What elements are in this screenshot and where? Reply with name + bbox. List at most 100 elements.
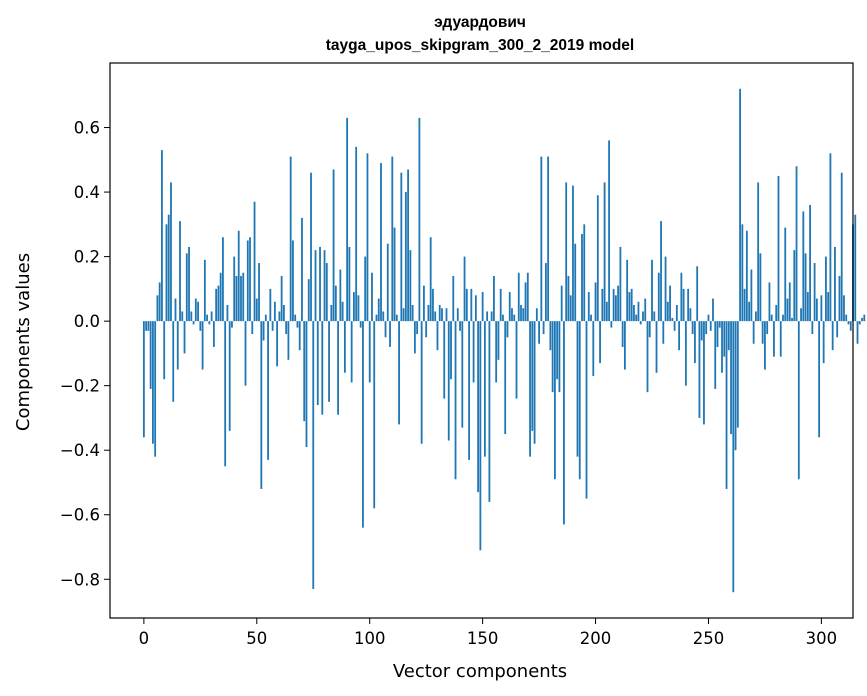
bar: [569, 295, 572, 322]
bar: [249, 237, 251, 322]
bar: [450, 321, 452, 380]
bar: [314, 250, 317, 322]
bar: [486, 311, 489, 322]
bar: [244, 321, 247, 386]
bar: [273, 301, 276, 322]
bar: [845, 314, 848, 322]
bar: [285, 321, 288, 335]
bar: [210, 311, 213, 322]
bar: [809, 204, 811, 322]
bar: [271, 321, 274, 331]
bar: [576, 321, 579, 457]
bar: [768, 282, 771, 322]
bar: [825, 256, 827, 322]
bar: [165, 224, 168, 322]
bar: [488, 321, 491, 502]
bar: [752, 321, 755, 344]
bar: [262, 321, 265, 341]
bar: [675, 305, 678, 322]
x-tick-label: 0: [139, 629, 150, 648]
chart-title-line1: эдуардович: [434, 14, 526, 31]
bar: [206, 314, 209, 322]
bar: [646, 321, 649, 393]
bar: [594, 282, 597, 322]
bar: [185, 253, 188, 322]
bar: [142, 321, 145, 438]
bar: [253, 201, 256, 322]
y-tick-label: 0.6: [74, 119, 100, 138]
bar: [364, 256, 367, 322]
bar: [219, 272, 222, 322]
bar: [840, 172, 843, 322]
bar: [348, 246, 351, 322]
bar: [673, 321, 676, 331]
bar: [258, 263, 260, 322]
bar: [287, 321, 290, 360]
bar: [619, 246, 622, 322]
bar: [269, 288, 272, 322]
bar: [847, 321, 850, 325]
bar: [441, 308, 443, 322]
bar: [684, 321, 687, 386]
bar: [567, 275, 570, 322]
bar: [732, 321, 735, 593]
bar: [689, 308, 692, 322]
bar: [158, 282, 161, 322]
bar: [380, 163, 382, 322]
bar: [779, 321, 782, 357]
bar: [328, 321, 330, 402]
bar: [624, 321, 626, 370]
bar: [788, 282, 791, 322]
bar: [276, 321, 279, 367]
bar: [759, 253, 762, 322]
bar: [766, 321, 769, 335]
bar: [592, 321, 595, 376]
bar: [172, 321, 175, 402]
bar: [718, 321, 721, 328]
bar: [330, 305, 333, 322]
bar: [307, 279, 310, 322]
x-tick-label: 200: [580, 629, 612, 648]
bar: [834, 246, 836, 322]
bar: [653, 311, 656, 322]
bar: [418, 117, 421, 322]
bar: [493, 275, 495, 322]
bar: [416, 321, 419, 335]
bar: [296, 321, 299, 328]
bar: [741, 224, 744, 322]
bar: [517, 272, 520, 322]
bar: [305, 321, 308, 447]
bar: [815, 298, 818, 322]
bar: [321, 321, 324, 415]
bar: [669, 285, 671, 322]
bar: [468, 321, 470, 460]
bar: [820, 295, 823, 322]
bar: [280, 275, 283, 322]
bar: [734, 321, 737, 451]
bar: [355, 146, 358, 322]
bar: [215, 288, 218, 322]
bar: [687, 288, 690, 322]
bar: [739, 88, 741, 322]
bar: [368, 321, 371, 383]
bar: [642, 311, 644, 322]
bar: [601, 288, 604, 322]
bar: [770, 314, 773, 322]
bar: [504, 321, 507, 435]
bar: [334, 285, 337, 322]
bar: [423, 285, 425, 322]
x-tick-label: 150: [467, 629, 499, 648]
bar: [544, 263, 547, 322]
bar: [522, 308, 525, 322]
bar: [533, 321, 536, 444]
bar: [483, 321, 486, 457]
bar: [375, 314, 378, 322]
y-tick-label: 0.0: [74, 312, 100, 331]
bar: [608, 140, 610, 322]
bar: [714, 321, 717, 389]
bar: [391, 156, 394, 322]
bar: [854, 214, 857, 322]
bar: [797, 321, 800, 480]
bar: [696, 266, 699, 322]
